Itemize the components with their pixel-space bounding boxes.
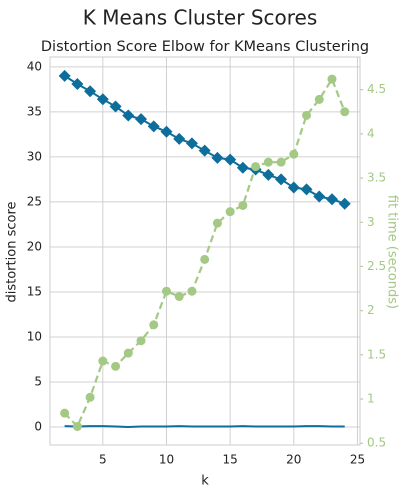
data-point: [224, 153, 237, 166]
y2-tick-label: 2.5: [367, 259, 386, 273]
data-point: [262, 168, 275, 181]
data-point: [225, 207, 235, 217]
y2-tick-label: 0.5: [367, 436, 386, 450]
data-point: [123, 348, 133, 358]
data-point: [340, 107, 350, 117]
data-point: [147, 120, 160, 133]
y2-tick-label: 4: [367, 126, 375, 140]
y2-tick-label: 1.5: [367, 347, 386, 361]
data-point: [58, 69, 71, 82]
data-point: [85, 392, 95, 402]
y-tick-label: 35: [27, 104, 42, 118]
data-point: [287, 181, 300, 194]
data-point: [212, 218, 222, 228]
x-tick-label: 25: [350, 453, 365, 467]
data-point: [136, 336, 146, 346]
data-point: [251, 162, 261, 172]
data-point: [302, 110, 312, 120]
chart-subtitle: Distortion Score Elbow for KMeans Cluste…: [41, 39, 369, 55]
data-point: [338, 197, 351, 210]
data-point: [173, 132, 186, 145]
data-point: [185, 137, 198, 150]
data-point: [275, 173, 288, 186]
data-point: [327, 74, 337, 84]
y2-tick-label: 2: [367, 303, 375, 317]
y-tick-label: 15: [27, 284, 42, 298]
series-line: [64, 425, 345, 428]
data-point: [174, 292, 184, 302]
data-point: [98, 356, 108, 366]
plot-frame: [49, 56, 361, 446]
data-point: [276, 157, 286, 167]
chart-title: K Means Cluster Scores: [83, 6, 318, 30]
data-point: [314, 94, 324, 104]
y2-tick-label: 4.5: [367, 82, 386, 96]
x-tick-label: 5: [99, 453, 107, 467]
data-point: [135, 113, 148, 126]
data-point: [325, 193, 338, 206]
data-point: [211, 151, 224, 164]
data-point: [200, 254, 210, 264]
y-tick-label: 5: [34, 374, 42, 388]
data-point: [289, 149, 299, 159]
y-tick-label: 10: [27, 329, 42, 343]
data-point: [60, 408, 70, 418]
y-tick-label: 40: [27, 59, 42, 73]
data-point: [111, 361, 121, 371]
data-point: [263, 157, 273, 167]
data-point: [161, 286, 171, 296]
x-tick-label: 10: [159, 453, 174, 467]
y2-tick-label: 3.5: [367, 171, 386, 185]
y-tick-label: 20: [27, 239, 42, 253]
x-tick-label: 20: [286, 453, 301, 467]
data-point: [198, 144, 211, 157]
y-tick-label: 30: [27, 149, 42, 163]
data-point: [84, 85, 97, 98]
data-point: [96, 93, 109, 106]
data-point: [236, 161, 249, 174]
data-point: [238, 200, 248, 210]
data-point: [109, 100, 122, 113]
y-tick-label: 25: [27, 194, 42, 208]
y-tick-label: 0: [34, 419, 42, 433]
data-point: [300, 183, 313, 196]
data-point: [187, 286, 197, 296]
x-axis-label: k: [201, 474, 209, 489]
data-point: [122, 109, 135, 122]
y2-axis-label: fit time (seconds): [385, 195, 400, 309]
data-point: [71, 78, 84, 91]
y2-tick-label: 1: [367, 392, 375, 406]
data-point: [160, 125, 173, 138]
y2-tick-label: 3: [367, 215, 375, 229]
data-point: [313, 190, 326, 203]
y-axis-label: distortion score: [5, 202, 20, 303]
data-point: [149, 320, 159, 330]
x-tick-label: 15: [223, 453, 238, 467]
data-point: [72, 421, 82, 431]
